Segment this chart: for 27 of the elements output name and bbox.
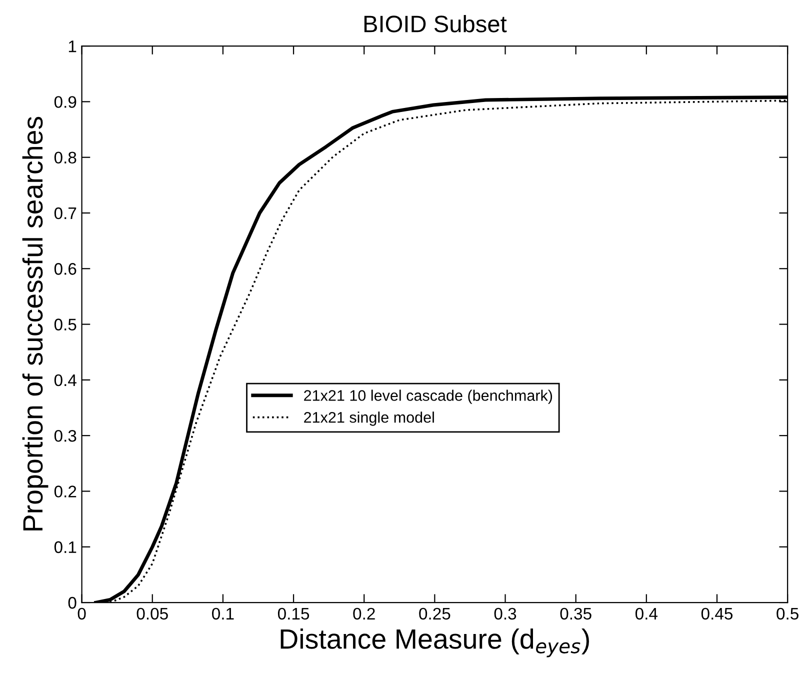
legend-label: 21x21 10 level cascade (benchmark) [304, 390, 552, 404]
x-tick-label: 0.4 [635, 608, 658, 620]
x-tick-label: 0.25 [419, 608, 450, 620]
x-tick-label: 0.45 [701, 608, 733, 620]
x-tick-label: 0.2 [353, 608, 375, 620]
y-tick-label: 0 [68, 596, 76, 609]
y-tick-label: 0.3 [54, 430, 76, 442]
x-tick-label: 0.05 [136, 608, 168, 620]
y-tick-label: 0.5 [54, 318, 76, 330]
x-tick-label: 0.35 [560, 608, 592, 620]
x-tick-label: 0.3 [494, 608, 516, 620]
y-tick-label: 0.9 [54, 96, 76, 108]
y-tick-label: 0.6 [54, 263, 76, 275]
y-tick-label: 0.8 [54, 152, 76, 164]
x-tick-label: 0 [78, 608, 86, 620]
y-tick-label: 0.4 [54, 374, 76, 386]
x-axis-title: Distance Measure (d$_{eyes}$) [280, 628, 589, 658]
y-tick-label: 0.2 [54, 486, 76, 498]
x-tick-label: 0.1 [212, 608, 234, 620]
y-tick-label: 1 [68, 40, 76, 52]
y-tick-label: 0.7 [54, 207, 76, 220]
x-tick-label: 0.15 [278, 608, 310, 620]
y-tick-label: 0.1 [54, 541, 76, 554]
legend-label: 21x21 single model [304, 412, 434, 426]
y-axis-title: Proportion of successful searches [22, 116, 48, 530]
x-tick-label: 0.5 [776, 608, 798, 620]
chart-title: BIOID Subset [364, 15, 507, 32]
